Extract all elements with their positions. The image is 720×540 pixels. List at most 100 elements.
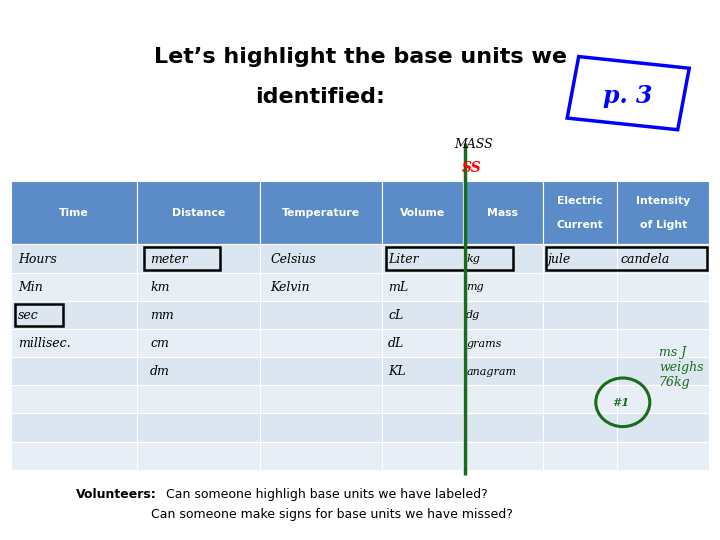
Bar xyxy=(11,357,137,386)
Bar xyxy=(543,329,617,357)
Bar xyxy=(617,273,709,301)
Text: Mass: Mass xyxy=(487,208,518,218)
Text: ms J
weighs
76kg: ms J weighs 76kg xyxy=(659,346,703,389)
Bar xyxy=(137,357,260,386)
Bar xyxy=(11,273,137,301)
Bar xyxy=(382,329,462,357)
Text: Liter: Liter xyxy=(388,253,418,266)
Bar xyxy=(11,442,137,470)
Bar xyxy=(11,329,137,357)
Bar xyxy=(386,247,513,270)
Text: Temperature: Temperature xyxy=(282,208,360,218)
Text: candela: candela xyxy=(621,253,670,266)
Bar xyxy=(462,414,543,442)
Text: kg: kg xyxy=(466,254,480,264)
Text: sec: sec xyxy=(18,309,39,322)
Text: grams: grams xyxy=(466,339,502,349)
Bar xyxy=(382,357,462,386)
Text: of Light: of Light xyxy=(639,220,687,231)
Bar xyxy=(260,442,382,470)
Text: dL: dL xyxy=(388,337,405,350)
Bar xyxy=(617,357,709,386)
Bar xyxy=(260,414,382,442)
Bar xyxy=(617,329,709,357)
Text: Can someone highligh base units we have labeled?: Can someone highligh base units we have … xyxy=(158,488,488,501)
Bar xyxy=(546,247,707,270)
Bar xyxy=(137,181,260,245)
Bar xyxy=(260,273,382,301)
Bar xyxy=(260,357,382,386)
Bar xyxy=(382,181,462,245)
Bar xyxy=(617,181,709,245)
Bar xyxy=(462,386,543,414)
Bar xyxy=(260,386,382,414)
Bar xyxy=(137,442,260,470)
Bar xyxy=(260,245,382,273)
Bar xyxy=(462,442,543,470)
Bar xyxy=(260,301,382,329)
Text: meter: meter xyxy=(150,253,188,266)
Text: Intensity: Intensity xyxy=(636,196,690,206)
Text: identified:: identified: xyxy=(256,87,385,107)
Text: p. 3: p. 3 xyxy=(603,84,652,108)
Text: anagram: anagram xyxy=(466,367,516,377)
Text: KL: KL xyxy=(388,365,405,379)
Bar xyxy=(462,245,543,273)
Bar xyxy=(11,181,137,245)
Bar xyxy=(543,357,617,386)
Bar xyxy=(382,245,462,273)
Text: Hours: Hours xyxy=(18,253,57,266)
Text: Can someone make signs for base units we have missed?: Can someone make signs for base units we… xyxy=(151,508,513,521)
Text: Distance: Distance xyxy=(172,208,225,218)
Bar xyxy=(462,181,543,245)
Bar xyxy=(11,414,137,442)
Bar xyxy=(382,442,462,470)
Bar xyxy=(137,329,260,357)
Bar xyxy=(543,386,617,414)
Text: Volunteers:: Volunteers: xyxy=(76,488,156,501)
Bar xyxy=(382,414,462,442)
Bar xyxy=(382,301,462,329)
Bar xyxy=(137,414,260,442)
Bar xyxy=(617,386,709,414)
Text: cm: cm xyxy=(150,337,169,350)
Text: Volume: Volume xyxy=(400,208,445,218)
Bar xyxy=(543,273,617,301)
Bar xyxy=(543,301,617,329)
Bar xyxy=(15,303,63,326)
Bar xyxy=(382,273,462,301)
Bar xyxy=(462,357,543,386)
Text: mg: mg xyxy=(466,282,484,292)
Text: SS: SS xyxy=(462,161,481,176)
Text: Current: Current xyxy=(557,220,603,231)
Bar xyxy=(260,329,382,357)
Text: dg: dg xyxy=(466,310,480,320)
Bar xyxy=(144,247,220,270)
Text: Electric: Electric xyxy=(557,196,603,206)
Bar xyxy=(617,245,709,273)
Bar xyxy=(543,442,617,470)
Text: mL: mL xyxy=(388,281,408,294)
Bar xyxy=(617,301,709,329)
Text: Min: Min xyxy=(18,281,42,294)
Bar xyxy=(617,442,709,470)
Bar xyxy=(137,245,260,273)
Bar xyxy=(462,273,543,301)
Bar xyxy=(137,273,260,301)
Bar xyxy=(137,301,260,329)
Bar xyxy=(567,57,689,130)
Bar xyxy=(260,181,382,245)
Bar xyxy=(382,386,462,414)
Text: cL: cL xyxy=(388,309,403,322)
Bar xyxy=(11,301,137,329)
Text: #1: #1 xyxy=(612,397,629,408)
Text: Let’s highlight the base units we: Let’s highlight the base units we xyxy=(153,46,567,67)
Bar xyxy=(543,245,617,273)
Text: Time: Time xyxy=(59,208,89,218)
Text: jule: jule xyxy=(547,253,570,266)
Bar xyxy=(617,414,709,442)
Bar xyxy=(543,414,617,442)
Text: millisec.: millisec. xyxy=(18,337,71,350)
Bar xyxy=(11,245,137,273)
Bar xyxy=(11,386,137,414)
